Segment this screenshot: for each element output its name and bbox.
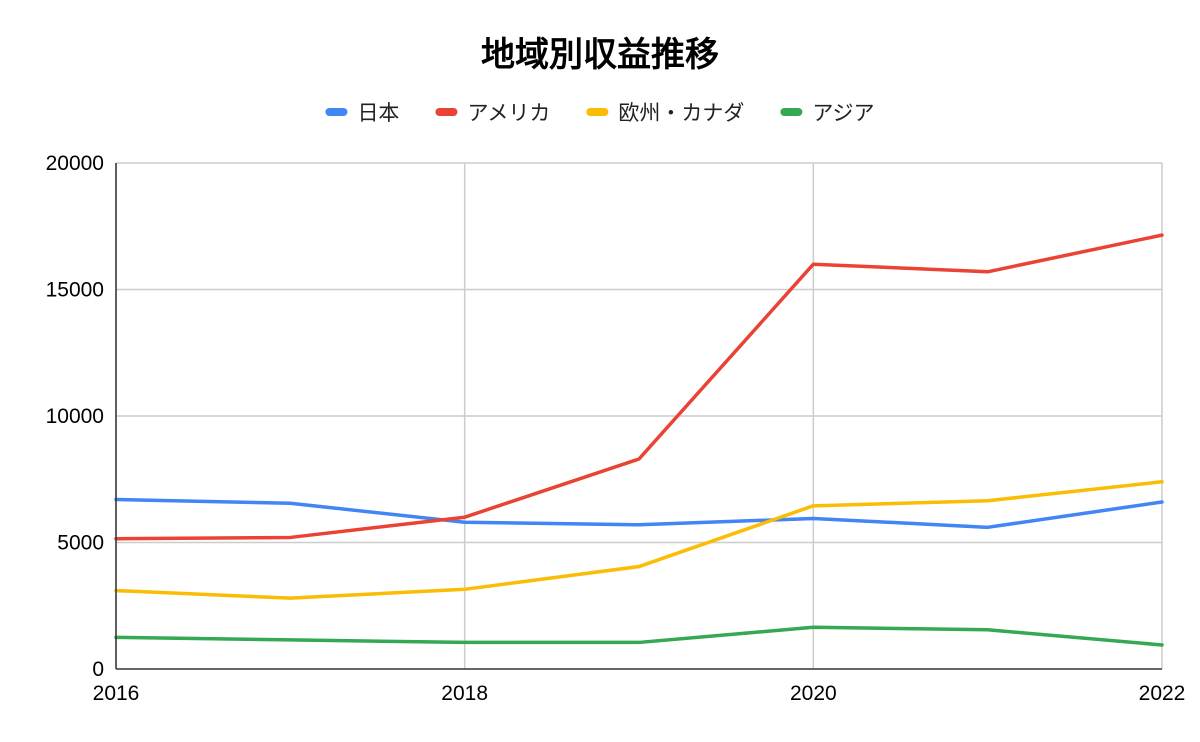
y-tick-label: 15000: [46, 279, 104, 302]
legend: 日本 アメリカ 欧州・カナダ アジア: [325, 101, 875, 125]
y-tick-label: 0: [92, 658, 104, 681]
legend-item-series-3[interactable]: 欧州・カナダ: [586, 101, 744, 125]
x-tick-label: 2018: [441, 682, 488, 705]
series-2-line: [114, 233, 1164, 541]
x-tick-label: 2022: [1139, 682, 1186, 705]
legend-item-series-2[interactable]: アメリカ: [435, 101, 550, 125]
series-group: [114, 233, 1164, 647]
series-4-line: [114, 625, 1164, 647]
chart-title: 地域別収益推移: [481, 35, 719, 75]
legend-label: アメリカ: [467, 101, 550, 125]
legend-swatch: [780, 108, 803, 116]
axes: [115, 163, 1162, 670]
series-3-line: [114, 480, 1164, 600]
gridlines: [115, 162, 1163, 669]
legend-swatch: [586, 108, 609, 116]
legend-swatch: [325, 108, 348, 116]
x-tick-label: 2016: [93, 682, 140, 705]
legend-label: 欧州・カナダ: [618, 101, 744, 125]
legend-label: アジア: [812, 101, 874, 125]
y-tick-label: 10000: [46, 405, 104, 428]
y-tick-label: 5000: [57, 532, 104, 555]
x-axis-ticks: 2016 2018 2020 2022: [93, 682, 1186, 705]
legend-label: 日本: [357, 101, 399, 125]
series-1-line: [114, 497, 1164, 530]
x-tick-label: 2020: [790, 682, 837, 705]
y-tick-label: 20000: [46, 152, 104, 175]
y-axis-ticks: 0 5000 10000 15000 20000: [46, 152, 104, 681]
legend-item-series-4[interactable]: アジア: [780, 101, 875, 125]
legend-item-series-1[interactable]: 日本: [325, 101, 399, 125]
legend-swatch: [435, 108, 458, 116]
